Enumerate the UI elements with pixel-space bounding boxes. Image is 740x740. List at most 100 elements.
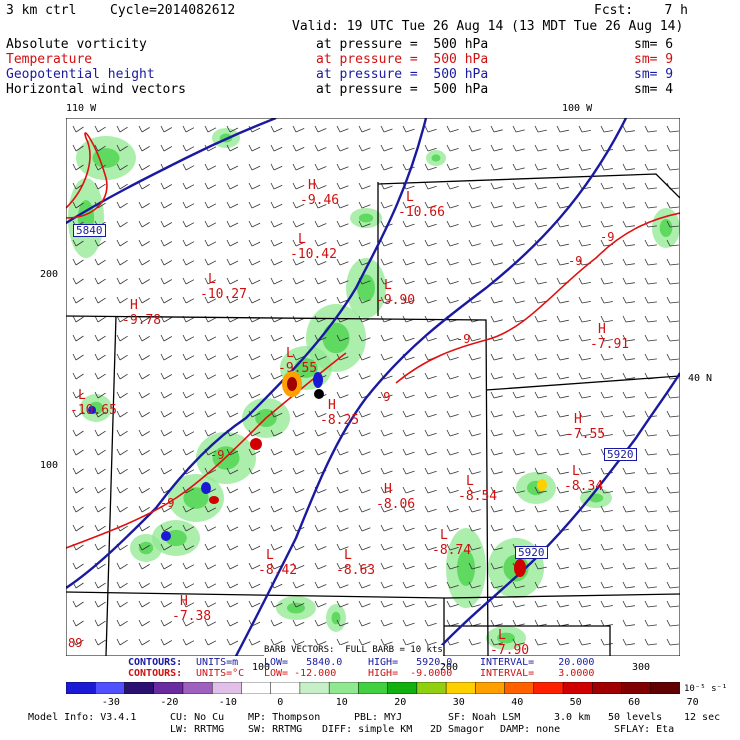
wind-barb	[314, 296, 327, 304]
wind-barb	[314, 543, 327, 551]
wind-barb	[578, 391, 591, 399]
wind-barb	[534, 125, 547, 133]
wind-barb	[622, 182, 635, 190]
wind-barb	[578, 448, 591, 456]
wind-barb	[578, 581, 591, 589]
wind-barb	[490, 505, 503, 513]
hl-letter: L	[384, 278, 392, 293]
wind-barb	[204, 600, 217, 608]
wind-barb	[94, 467, 106, 475]
wind-barb	[424, 524, 437, 532]
wind-barb	[600, 524, 613, 532]
wind-barb	[138, 448, 150, 456]
wind-barb	[402, 505, 415, 513]
wind-barb	[182, 353, 195, 361]
footer-sw: SW: RRTMG	[248, 724, 303, 735]
wind-barb	[336, 391, 349, 399]
hl-letter: L	[406, 190, 414, 205]
cycle-label: Cycle=2014082612	[110, 3, 236, 18]
wind-barb	[534, 524, 547, 532]
wind-barb	[446, 182, 459, 190]
wind-barb	[380, 619, 393, 627]
wind-barb	[556, 239, 569, 247]
vorticity-shading	[68, 128, 680, 656]
wind-barb	[336, 562, 349, 570]
wind-barb	[402, 334, 415, 342]
wind-barb	[556, 258, 569, 266]
wind-barb	[292, 239, 305, 247]
wind-barb	[666, 353, 679, 361]
wind-barb	[72, 638, 84, 646]
wind-barb	[314, 201, 327, 209]
wind-barb	[94, 638, 106, 646]
wind-barb	[270, 505, 283, 513]
wind-barb	[600, 562, 613, 570]
colorbar-tick-label: 0	[277, 697, 284, 708]
wind-barb	[578, 467, 591, 475]
wind-barb	[644, 391, 657, 399]
wind-barb	[270, 125, 283, 133]
wind-barb	[270, 353, 283, 361]
wind-barb	[138, 581, 150, 589]
wind-barb	[402, 391, 415, 399]
colorbar-tick-label: 40	[511, 697, 524, 708]
field-level-wind: at pressure = 500 hPa	[316, 82, 489, 97]
wind-barb	[666, 144, 679, 152]
wind-barb	[94, 429, 106, 437]
wind-barb	[534, 638, 547, 646]
hl-letter: L	[208, 272, 216, 287]
wind-barb	[138, 201, 150, 209]
wind-barb	[204, 543, 217, 551]
contour-height-low: LOW= 5840.0	[264, 657, 343, 668]
wind-barb	[182, 372, 195, 380]
footer-damp: DAMP: none	[500, 724, 561, 735]
wind-barb	[292, 486, 305, 494]
wind-barb	[402, 600, 415, 608]
wind-barb	[424, 429, 437, 437]
footer-pbl: PBL: MYJ	[354, 712, 403, 723]
wind-barb	[358, 638, 371, 646]
wind-barb	[468, 182, 481, 190]
wind-barb	[556, 448, 569, 456]
wind-barb	[644, 277, 657, 285]
wind-barb	[226, 201, 239, 209]
wind-barb	[358, 467, 371, 475]
vorticity-shading-core	[331, 611, 341, 625]
wind-barb	[512, 486, 525, 494]
wind-barb	[182, 638, 195, 646]
wind-barb	[512, 182, 525, 190]
wind-barb	[116, 600, 128, 608]
wind-barb	[490, 562, 503, 570]
wind-barb	[424, 448, 437, 456]
hl-value: -8.42	[258, 563, 298, 578]
wind-barb	[270, 448, 283, 456]
wind-barb	[468, 239, 481, 247]
wind-barb	[424, 201, 437, 209]
hl-letter: L	[266, 548, 274, 563]
vorticity-shading-core	[358, 213, 374, 223]
vorticity-shading-core	[165, 529, 187, 547]
wind-barb	[336, 334, 349, 342]
wind-barb	[116, 448, 128, 456]
wind-barb	[270, 372, 283, 380]
wind-barb	[204, 581, 217, 589]
wind-barb	[600, 201, 613, 209]
colorbar-units: 10⁻⁵ s⁻¹	[684, 684, 728, 694]
wind-barb	[424, 125, 437, 133]
wind-barb	[578, 524, 591, 532]
hl-value: -7.90	[490, 643, 530, 658]
wind-barb	[336, 524, 349, 532]
wind-barb	[512, 125, 525, 133]
wind-barb	[314, 258, 327, 266]
field-name-temperature: Temperature	[6, 52, 93, 67]
wind-barb	[512, 277, 525, 285]
wind-barb	[380, 638, 393, 646]
wind-barb	[270, 201, 283, 209]
colorbar-swatch	[94, 682, 126, 694]
low-center-label: L -10.66	[398, 190, 445, 220]
wind-barb	[182, 277, 195, 285]
wind-barb	[336, 239, 349, 247]
wind-barb	[402, 410, 415, 418]
wind-barb	[446, 296, 459, 304]
wind-barb	[402, 562, 415, 570]
